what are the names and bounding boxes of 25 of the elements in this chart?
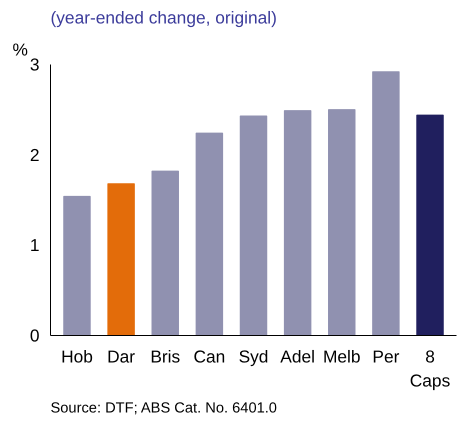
y-tick-label: 3 [30,54,40,74]
x-tick-label: Bris [150,346,180,366]
x-tick-label: Syd [238,346,268,366]
bar [416,114,444,336]
bar [372,71,400,336]
bar [63,196,91,336]
bar [152,170,179,336]
y-tick-label: 1 [30,235,40,256]
x-tick-label: Adel [280,346,315,366]
x-tick-label: Dar [107,346,136,366]
x-tick-label: Hob [61,346,93,366]
y-axis-title: % [12,40,28,60]
chart-title: (year-ended change, original) [50,8,277,28]
x-tick-label: Per [372,346,400,366]
bar [196,132,224,336]
bar [328,109,356,336]
x-tick-label: Melb [322,346,361,366]
source-note: Source: DTF; ABS Cat. No. 6401.0 [50,400,277,416]
bar [107,183,135,336]
y-tick-label: 2 [30,144,40,165]
bar [240,115,268,336]
bar [284,110,312,336]
y-tick-label: 0 [30,326,40,346]
x-tick-label: 8 Caps [410,346,451,390]
x-tick-label: Can [193,346,226,366]
